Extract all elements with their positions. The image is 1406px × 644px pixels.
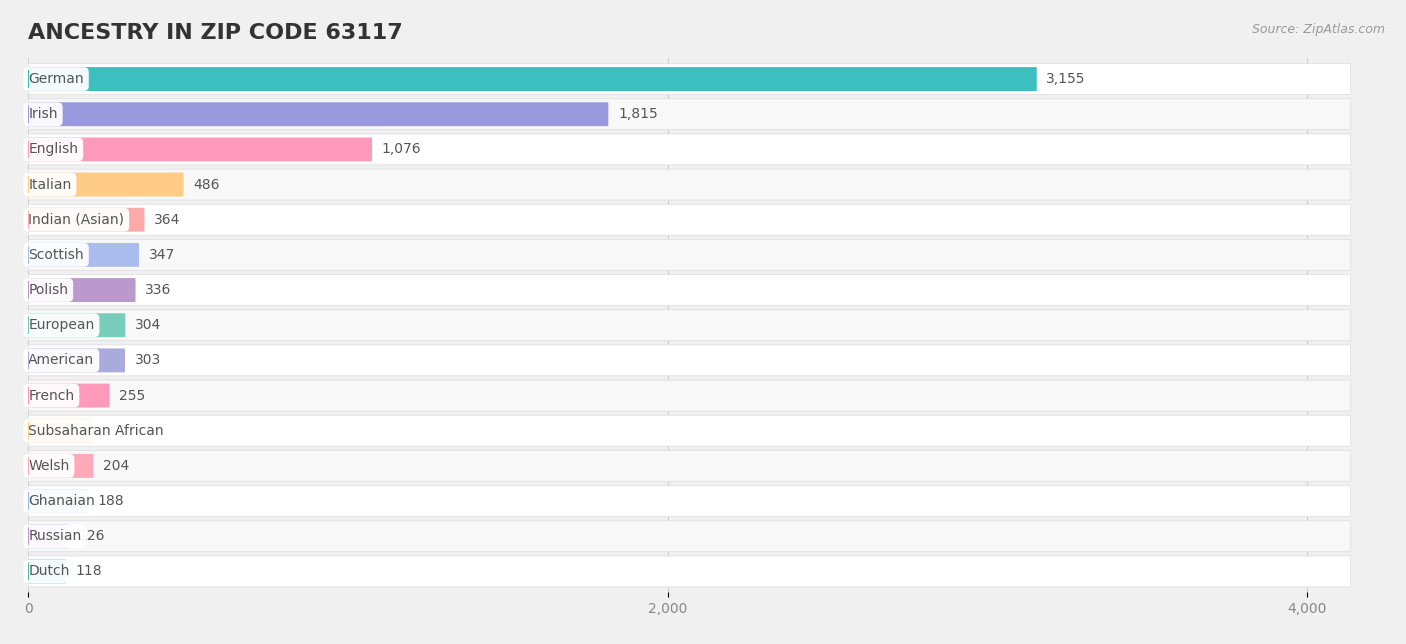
FancyBboxPatch shape (28, 134, 1351, 165)
FancyBboxPatch shape (28, 173, 184, 196)
FancyBboxPatch shape (28, 169, 1351, 200)
Text: 126: 126 (77, 529, 104, 544)
Text: 205: 205 (103, 424, 129, 438)
FancyBboxPatch shape (28, 99, 1351, 129)
FancyBboxPatch shape (28, 64, 1351, 95)
Text: 188: 188 (98, 494, 125, 508)
Text: French: French (28, 388, 75, 402)
Text: English: English (28, 142, 79, 156)
Text: 304: 304 (135, 318, 162, 332)
Text: Dutch: Dutch (28, 564, 70, 578)
Text: European: European (28, 318, 94, 332)
Text: Ghanaian: Ghanaian (28, 494, 96, 508)
FancyBboxPatch shape (28, 278, 135, 302)
FancyBboxPatch shape (28, 310, 1351, 341)
Text: Italian: Italian (28, 178, 72, 191)
FancyBboxPatch shape (28, 384, 110, 408)
FancyBboxPatch shape (28, 348, 125, 372)
FancyBboxPatch shape (28, 274, 1351, 305)
FancyBboxPatch shape (28, 521, 1351, 552)
Text: Russian: Russian (28, 529, 82, 544)
Text: 486: 486 (193, 178, 219, 191)
Text: 118: 118 (76, 564, 103, 578)
Text: Indian (Asian): Indian (Asian) (28, 213, 124, 227)
FancyBboxPatch shape (28, 208, 145, 232)
Text: German: German (28, 72, 84, 86)
FancyBboxPatch shape (28, 240, 1351, 270)
Text: 255: 255 (120, 388, 145, 402)
Text: 347: 347 (149, 248, 174, 262)
Text: 3,155: 3,155 (1046, 72, 1085, 86)
FancyBboxPatch shape (28, 67, 1036, 91)
FancyBboxPatch shape (28, 419, 94, 442)
Text: 1,815: 1,815 (619, 107, 658, 121)
Text: Subsaharan African: Subsaharan African (28, 424, 165, 438)
FancyBboxPatch shape (28, 204, 1351, 235)
FancyBboxPatch shape (28, 345, 1351, 376)
FancyBboxPatch shape (28, 450, 1351, 481)
Text: 336: 336 (145, 283, 172, 297)
Text: Welsh: Welsh (28, 459, 69, 473)
FancyBboxPatch shape (28, 243, 139, 267)
Text: 1,076: 1,076 (381, 142, 422, 156)
FancyBboxPatch shape (28, 380, 1351, 411)
Text: American: American (28, 354, 94, 367)
Text: Polish: Polish (28, 283, 69, 297)
FancyBboxPatch shape (28, 556, 1351, 587)
Text: Source: ZipAtlas.com: Source: ZipAtlas.com (1251, 23, 1385, 35)
Text: 364: 364 (155, 213, 180, 227)
FancyBboxPatch shape (28, 560, 66, 583)
FancyBboxPatch shape (28, 313, 125, 337)
FancyBboxPatch shape (28, 415, 1351, 446)
FancyBboxPatch shape (28, 454, 93, 478)
FancyBboxPatch shape (28, 137, 373, 162)
Text: 204: 204 (103, 459, 129, 473)
FancyBboxPatch shape (28, 524, 69, 548)
Text: Scottish: Scottish (28, 248, 84, 262)
FancyBboxPatch shape (28, 486, 1351, 516)
Text: 303: 303 (135, 354, 160, 367)
Text: Irish: Irish (28, 107, 58, 121)
Text: ANCESTRY IN ZIP CODE 63117: ANCESTRY IN ZIP CODE 63117 (28, 23, 404, 43)
FancyBboxPatch shape (28, 102, 609, 126)
FancyBboxPatch shape (28, 489, 89, 513)
